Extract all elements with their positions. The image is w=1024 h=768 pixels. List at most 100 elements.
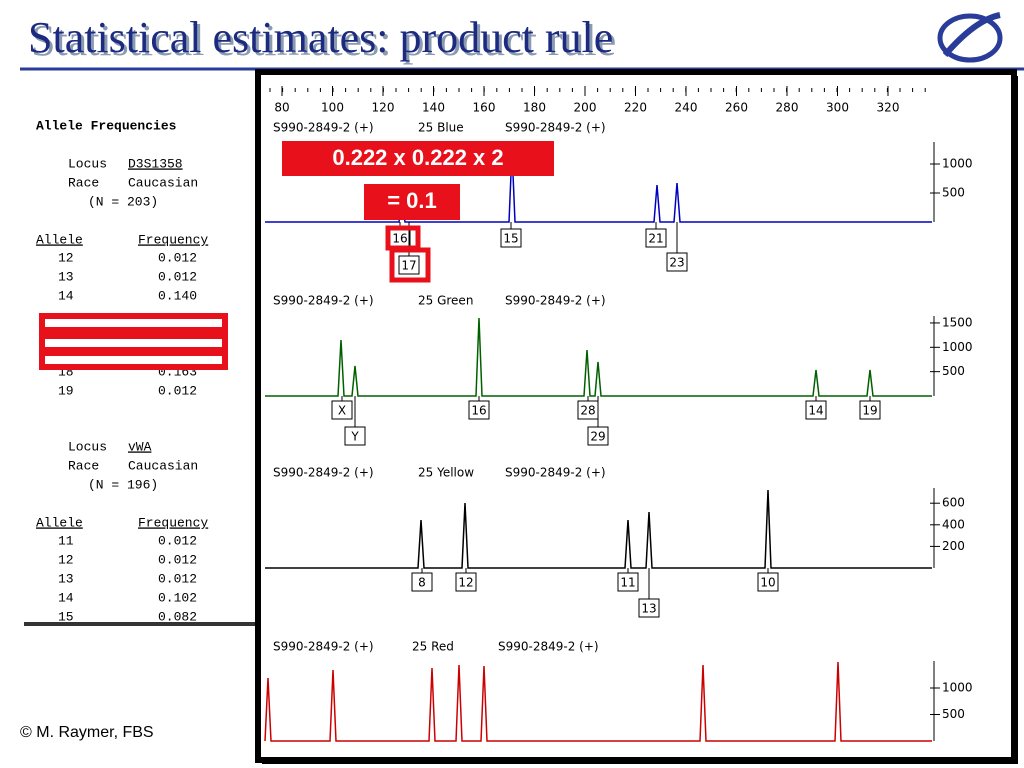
sample-label: S990-2849-2 (+) bbox=[505, 294, 606, 308]
column-header: Frequency bbox=[138, 232, 208, 247]
allele-label: 12 bbox=[458, 576, 473, 590]
frequency: 0.012 bbox=[158, 383, 197, 398]
y-tick-label: 500 bbox=[942, 186, 965, 200]
locus-label: Locus bbox=[68, 439, 107, 454]
x-tick-label: 200 bbox=[574, 101, 597, 115]
title-shadow: Statistical estimates: product rule bbox=[31, 16, 616, 65]
y-tick-label: 200 bbox=[942, 539, 965, 553]
allele-label: Y bbox=[350, 430, 359, 444]
trace bbox=[264, 661, 932, 742]
y-tick-label: 1000 bbox=[942, 340, 973, 354]
allele-label: 29 bbox=[590, 430, 605, 444]
allele: 11 bbox=[58, 533, 74, 548]
allele-label: 11 bbox=[620, 576, 635, 590]
sample-label: S990-2849-2 (+) bbox=[273, 294, 374, 308]
locus: vWA bbox=[128, 439, 152, 454]
dye-label: 25 Green bbox=[418, 294, 473, 308]
frequency: 0.082 bbox=[158, 609, 197, 624]
sample-label: S990-2849-2 (+) bbox=[505, 121, 606, 135]
race: Caucasian bbox=[128, 175, 198, 190]
y-tick-label: 400 bbox=[942, 517, 965, 531]
allele-box bbox=[468, 400, 490, 420]
allele-box bbox=[331, 400, 353, 420]
frequency: 0.102 bbox=[158, 590, 197, 605]
race: Caucasian bbox=[128, 458, 198, 473]
annotation: 0.222 x 0.222 x 2 bbox=[332, 145, 503, 170]
allele-box bbox=[411, 572, 433, 592]
x-tick-label: 180 bbox=[523, 101, 546, 115]
allele: 14 bbox=[58, 288, 74, 303]
highlight-box bbox=[39, 313, 228, 333]
allele: 13 bbox=[58, 269, 74, 284]
frequency: 0.012 bbox=[158, 269, 197, 284]
x-tick-label: 300 bbox=[826, 101, 849, 115]
sample-label: S990-2849-2 (+) bbox=[505, 466, 606, 480]
allele-box bbox=[666, 252, 688, 272]
highlight-box bbox=[39, 350, 228, 370]
x-tick-label: 140 bbox=[422, 101, 445, 115]
allele-box bbox=[398, 255, 420, 275]
allele: 12 bbox=[58, 552, 74, 567]
x-tick-label: 80 bbox=[274, 101, 289, 115]
y-tick-label: 600 bbox=[942, 496, 965, 510]
allele-box bbox=[455, 572, 477, 592]
allele: 19 bbox=[58, 383, 74, 398]
race-label: Race bbox=[68, 458, 99, 473]
sample-label: S990-2849-2 (+) bbox=[273, 640, 374, 654]
allele-box bbox=[587, 426, 609, 446]
y-tick-label: 500 bbox=[942, 364, 965, 378]
x-tick-label: 100 bbox=[321, 101, 344, 115]
annotation-box bbox=[282, 141, 554, 176]
x-tick-label: 240 bbox=[675, 101, 698, 115]
x-tick-label: 280 bbox=[776, 101, 799, 115]
locus-label: Locus bbox=[68, 156, 107, 171]
logo bbox=[937, 12, 1003, 63]
x-tick-label: 120 bbox=[372, 101, 395, 115]
dye-label: 25 Blue bbox=[418, 121, 464, 135]
sample-label: S990-2849-2 (+) bbox=[498, 640, 599, 654]
frequency: 0.012 bbox=[158, 571, 197, 586]
allele-label: 21 bbox=[648, 232, 663, 246]
allele-label: 19 bbox=[862, 404, 877, 418]
frequency: 0.012 bbox=[158, 250, 197, 265]
locus: D3S1358 bbox=[128, 156, 183, 171]
x-tick-label: 260 bbox=[725, 101, 748, 115]
x-tick-label: 220 bbox=[624, 101, 647, 115]
frequency: 0.012 bbox=[158, 552, 197, 567]
title: Statistical estimates: product rule bbox=[28, 13, 613, 62]
footer: © M. Raymer, FBS bbox=[20, 724, 154, 741]
allele-box bbox=[500, 228, 522, 248]
trace bbox=[265, 317, 932, 397]
allele-label: 23 bbox=[669, 256, 684, 270]
allele: 12 bbox=[58, 250, 74, 265]
x-tick-label: 160 bbox=[473, 101, 496, 115]
dye-label: 25 Yellow bbox=[418, 466, 474, 480]
sample-label: S990-2849-2 (+) bbox=[273, 121, 374, 135]
allele-label: 8 bbox=[418, 576, 426, 590]
allele-label: 28 bbox=[580, 404, 595, 418]
allele-box bbox=[757, 572, 779, 592]
allele-label: 16 bbox=[471, 404, 486, 418]
highlight-box bbox=[389, 247, 431, 283]
y-tick-label: 500 bbox=[942, 707, 965, 721]
table-heading: Allele Frequencies bbox=[36, 118, 177, 133]
allele-box bbox=[617, 572, 639, 592]
allele: 15 bbox=[58, 609, 74, 624]
allele-label: 16 bbox=[392, 232, 407, 246]
allele: 14 bbox=[58, 590, 74, 605]
allele-box bbox=[805, 400, 827, 420]
allele-box bbox=[344, 426, 366, 446]
sample-size: (N = 196) bbox=[88, 477, 158, 492]
annotation-box bbox=[364, 184, 460, 220]
allele-label: 14 bbox=[808, 404, 823, 418]
sample-size: (N = 203) bbox=[88, 194, 158, 209]
allele-label: X bbox=[338, 404, 346, 418]
allele-label: 10 bbox=[760, 576, 775, 590]
allele-label: 15 bbox=[503, 232, 518, 246]
table-panel bbox=[20, 95, 258, 622]
dye-label: 25 Red bbox=[412, 640, 454, 654]
y-tick-label: 1000 bbox=[942, 681, 973, 695]
y-tick-label: 1500 bbox=[942, 315, 973, 329]
allele-box bbox=[859, 400, 881, 420]
allele-label: 13 bbox=[641, 602, 656, 616]
